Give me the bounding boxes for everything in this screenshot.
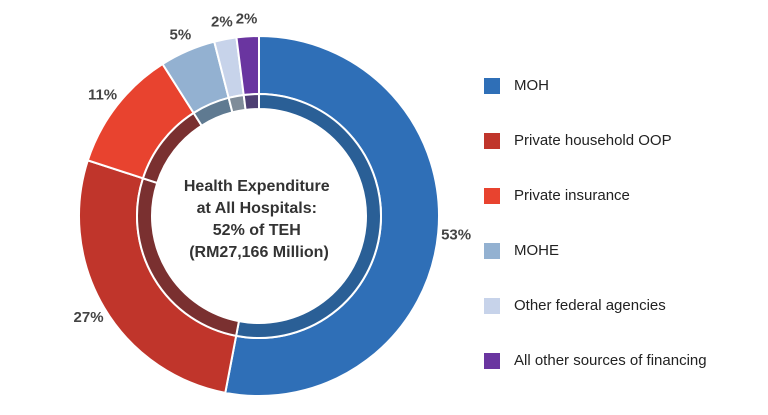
legend-label: Private household OOP [514,132,672,149]
legend-item-all-other-sources: All other sources of financing [484,333,707,388]
legend-swatch [484,352,500,369]
legend-label: Other federal agencies [514,297,666,314]
legend-item-moh: MOH [484,58,707,113]
data-label-moh: 53% [441,227,471,244]
legend-item-private-household-oop: Private household OOP [484,113,707,168]
legend-label: All other sources of financing [514,352,707,369]
legend-item-other-federal-agencies: Other federal agencies [484,278,707,333]
center-label-line-2: at All Hospitals: [197,200,317,217]
legend-swatch [484,187,500,204]
inner-ring-all-other-sources-of-financing [242,92,260,111]
legend-label: MOH [514,77,549,94]
data-label-all-other-sources-of-financing: 2% [236,10,258,27]
donut-slices [78,34,440,397]
legend-label: MOHE [514,242,559,259]
legend-item-mohe: MOHE [484,223,707,278]
data-label-mohe: 5% [170,26,192,43]
legend: MOH Private household OOP Private insura… [484,58,707,388]
center-label-line-3: 52% of TEH [213,222,301,239]
center-label-line-4: (RM27,166 Million) [189,244,329,261]
center-label-line-1: Health Expenditure [184,178,330,195]
legend-swatch [484,242,500,259]
legend-item-private-insurance: Private insurance [484,168,707,223]
data-label-private-household-oop: 27% [74,309,104,326]
center-label: Health Expenditure at All Hospitals: 52%… [184,178,334,261]
legend-label: Private insurance [514,187,630,204]
data-label-other-federal-agencies: 2% [211,14,233,31]
legend-swatch [484,132,500,149]
legend-swatch [484,297,500,314]
legend-swatch [484,77,500,94]
slice-labels: 53% 27% 11% 5% 2% 2% [74,10,472,325]
data-label-private-insurance: 11% [88,87,117,104]
